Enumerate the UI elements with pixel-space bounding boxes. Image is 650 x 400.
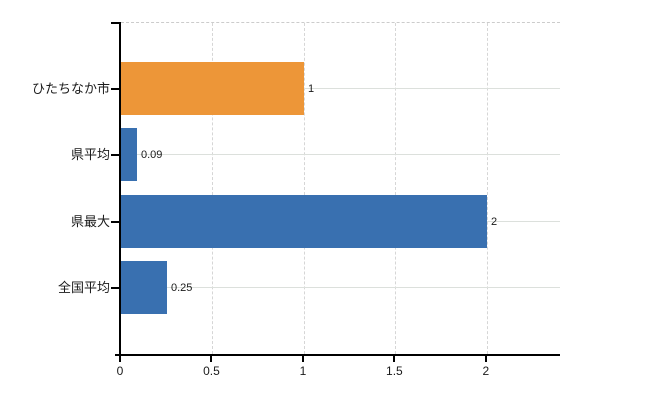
bar [121,195,487,248]
x-axis-tick-label: 1.5 [386,364,403,378]
x-axis-tick [119,356,121,362]
y-axis-end-tick [111,22,119,24]
plot-top-border [121,22,560,23]
x-axis-tick-label: 2 [482,364,490,378]
value-label: 0.09 [141,149,163,161]
x-axis-tick [210,356,213,362]
bar [121,128,137,181]
vertical-gridline [212,23,214,354]
horizontal-gridline [121,88,560,89]
horizontal-gridline [121,287,560,288]
x-axis-tick-label: 1 [299,364,307,378]
y-axis-line [119,22,121,356]
vertical-gridline [303,23,305,354]
value-label: 1 [308,83,315,95]
category-label: 県最大 [70,214,110,229]
bar [121,261,167,314]
x-axis-tick [484,356,487,362]
plot-area: 1 0.09 2 0.25 [121,23,560,354]
x-axis-line [115,354,560,356]
x-axis-tick-label: 0.5 [203,364,220,378]
x-axis-tick [393,356,396,362]
vertical-gridline [486,23,488,354]
vertical-gridline [395,23,397,354]
bar [121,62,304,115]
y-axis-tick [111,287,119,289]
horizontal-gridline [121,154,560,155]
category-label: 全国平均 [57,280,110,295]
y-axis-tick [111,221,119,223]
y-axis-tick [111,154,119,156]
x-axis-tick [301,356,304,362]
y-axis-tick [111,88,119,90]
value-label: 0.25 [171,282,193,294]
value-label: 2 [491,216,498,228]
category-label: 県平均 [70,147,110,162]
x-axis-tick-label: 0 [116,364,124,378]
category-label: ひたちなか市 [31,81,110,96]
